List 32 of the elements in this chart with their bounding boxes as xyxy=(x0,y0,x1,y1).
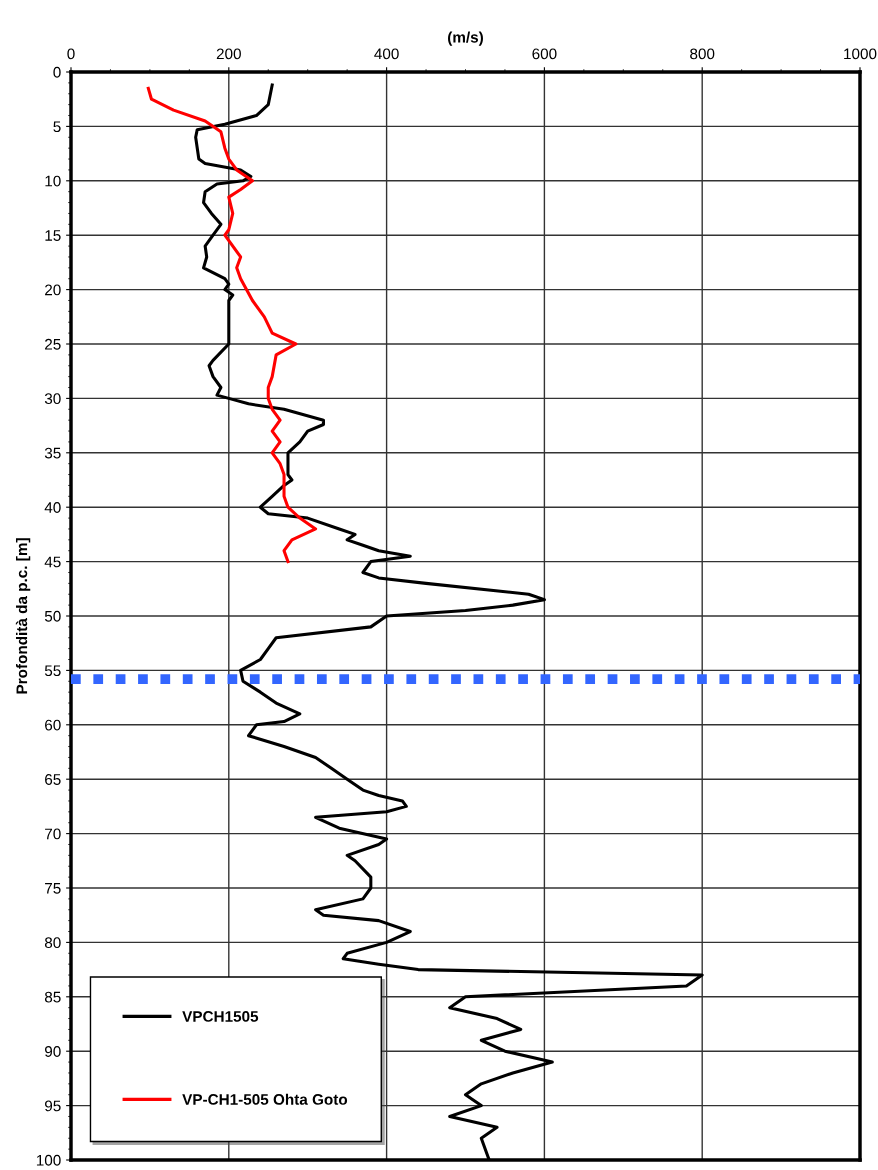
y-tick-label: 100 xyxy=(36,1154,61,1166)
x-tick-label: 800 xyxy=(690,48,715,60)
y-tick-label: 60 xyxy=(45,719,61,731)
y-tick-label: 85 xyxy=(44,991,61,1003)
y-tick-label: 90 xyxy=(45,1046,61,1057)
y-tick-label: 30 xyxy=(44,393,61,405)
y-tick-label: 70 xyxy=(45,828,61,840)
y-tick-label: 20 xyxy=(45,284,61,296)
y-tick-label: 95 xyxy=(45,1100,61,1112)
line-series xyxy=(146,86,318,564)
x-tick-label: 400 xyxy=(374,48,399,60)
y-tick-label: 65 xyxy=(45,774,61,785)
x-tick-label: 1000 xyxy=(844,48,877,60)
y-tick-label: 55 xyxy=(44,665,61,677)
x-tick-label: 600 xyxy=(532,48,557,60)
y-tick-label: 25 xyxy=(45,338,61,350)
y-tick-label: 45 xyxy=(44,556,61,568)
legend-label: VPCH1505 xyxy=(182,1011,259,1022)
y-tick-label: 35 xyxy=(44,447,61,459)
legend-label: VP-CH1-505 Ohta Goto xyxy=(182,1093,348,1105)
y-tick-label: 75 xyxy=(45,883,61,894)
x-tick-label: 0 xyxy=(67,48,75,60)
y-tick-label: 0 xyxy=(53,66,61,78)
y-tick-label: 15 xyxy=(45,230,61,241)
x-axis-title: (m/s) xyxy=(448,31,483,46)
x-tick-label: 200 xyxy=(216,48,241,60)
y-tick-label: 50 xyxy=(44,610,61,622)
y-tick-label: 5 xyxy=(53,121,61,133)
y-tick-label: 10 xyxy=(45,175,61,187)
y-axis-title: Profondità da p.c. [m] xyxy=(15,538,31,694)
y-tick-label: 40 xyxy=(44,502,61,513)
y-tick-label: 80 xyxy=(44,937,61,949)
